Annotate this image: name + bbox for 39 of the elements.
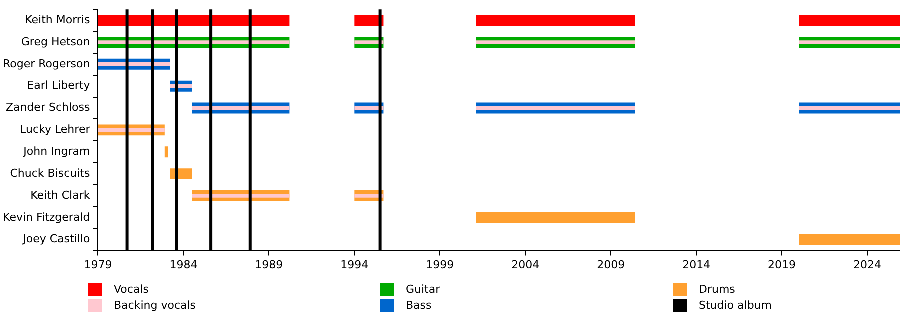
x-tick-label: 1979 [84, 258, 112, 272]
legend-label: Vocals [114, 282, 149, 296]
bar [799, 15, 900, 26]
legend-label: Bass [406, 298, 432, 312]
bar [98, 62, 170, 66]
bar [476, 212, 636, 224]
bar [98, 40, 290, 44]
y-tick-label: Lucky Lehrer [20, 123, 91, 136]
x-tick-label: 1989 [255, 258, 284, 272]
legend-label: Drums [699, 282, 736, 296]
x-tick-label: 1994 [340, 258, 369, 272]
y-tick-label: Greg Hetson [21, 35, 90, 48]
y-tick-label: Keith Clark [30, 188, 91, 202]
x-tick-label: 2009 [597, 258, 626, 272]
x-tick-label: 1984 [170, 258, 198, 272]
y-tick-label: Roger Rogerson [3, 57, 90, 70]
y-tick-label: Earl Liberty [27, 79, 91, 92]
x-tick-label: 1999 [426, 258, 454, 272]
legend-label: Guitar [406, 282, 440, 296]
x-tick-label: 2024 [854, 258, 882, 272]
y-tick-label: Zander Schloss [6, 101, 90, 114]
y-tick-label: Keith Morris [25, 13, 90, 26]
bar [192, 194, 290, 198]
y-tick-label: Joey Castillo [22, 232, 90, 246]
bar [164, 146, 168, 158]
x-tick-label: 2019 [768, 258, 796, 272]
x-tick-label: 2014 [682, 258, 711, 272]
legend-label: Studio album [699, 298, 772, 312]
bar [476, 106, 636, 110]
bar [799, 234, 900, 246]
x-tick-label: 2004 [512, 258, 540, 272]
legend-label: Backing vocals [114, 298, 196, 312]
bar [476, 15, 636, 26]
y-tick-label: Chuck Biscuits [10, 166, 90, 180]
bar [476, 40, 636, 44]
y-tick-label: John Ingram [22, 144, 90, 158]
bar [799, 40, 900, 44]
bar [799, 106, 900, 110]
y-tick-label: Kevin Fitzgerald [3, 210, 90, 224]
